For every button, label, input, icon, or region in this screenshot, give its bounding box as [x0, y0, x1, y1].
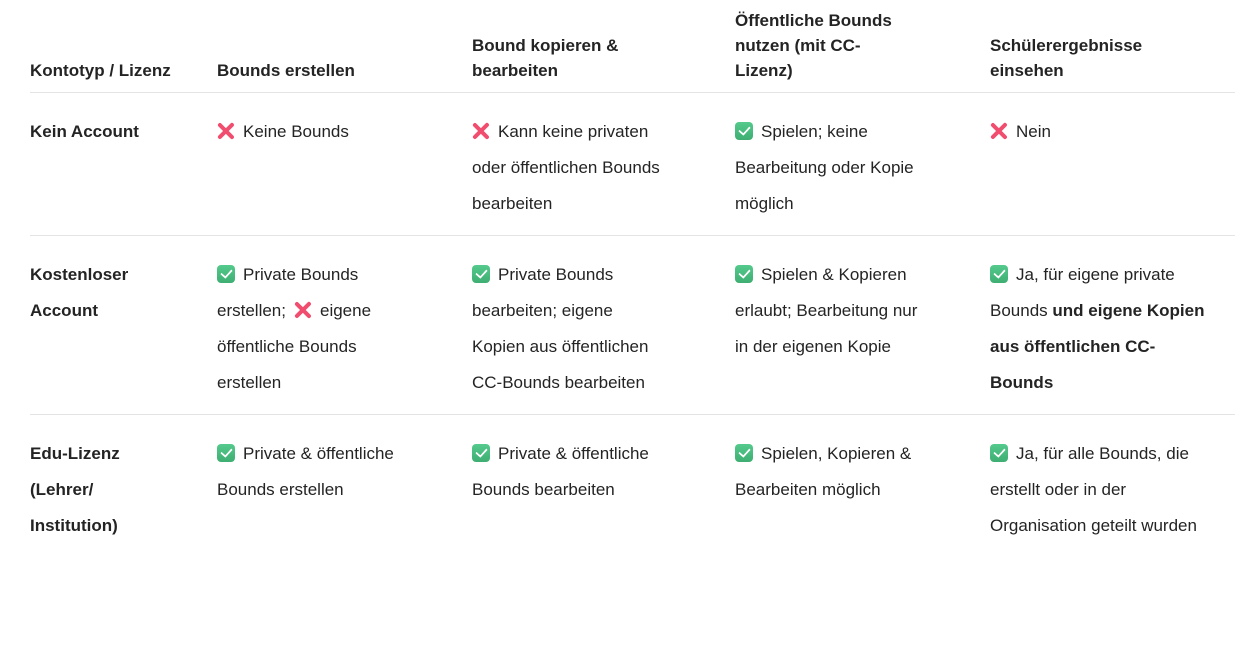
table-cell: Kann keine privaten oder öffentlichen Bo… [472, 92, 735, 236]
row-label: Kostenloser Account [30, 235, 217, 415]
cell-text: Private Bounds bearbeiten; eigene Kopien… [472, 265, 649, 392]
check-icon [217, 265, 235, 283]
table-cell: Ja, für alle Bounds, die erstellt oder i… [990, 415, 1235, 545]
check-icon [217, 444, 235, 462]
cell-text: Keine Bounds [243, 122, 349, 141]
cell-text: Private Bounds erstellen; [217, 265, 359, 320]
column-header-schuelerergebnisse: Schülerergebnisse einsehen [990, 0, 1235, 93]
column-header-bounds-erstellen: Bounds erstellen [217, 0, 472, 93]
check-icon [472, 265, 490, 283]
table-cell: Ja, für eigene private Bounds und eigene… [990, 235, 1235, 415]
cross-icon [472, 122, 490, 140]
check-icon [735, 444, 753, 462]
cell-text: Kann keine privaten oder öffentlichen Bo… [472, 122, 660, 213]
table-cell: Nein [990, 92, 1235, 236]
page-content: Kontotyp / Lizenz Bounds erstellen Bound… [0, 0, 1260, 544]
row-label: Kein Account [30, 92, 217, 236]
table-row-edu-lizenz: Edu-Lizenz (Lehrer/ Institution) Private… [30, 415, 1235, 545]
cell-text: und eigene Kopien aus öffentlichen CC-Bo… [990, 301, 1205, 392]
cross-icon [217, 122, 235, 140]
cell-text: Private & öffentliche Bounds erstellen [217, 444, 394, 499]
check-icon [990, 265, 1008, 283]
check-icon [735, 122, 753, 140]
cell-text: Private & öffentliche Bounds bearbeiten [472, 444, 649, 499]
cell-text: Spielen; keine Bearbeitung oder Kopie mö… [735, 122, 914, 213]
cross-icon [990, 122, 1008, 140]
column-header-bound-kopieren: Bound kopieren & bearbeiten [472, 0, 735, 93]
table-row-kostenloser-account: Kostenloser Account Private Bounds erste… [30, 235, 1235, 415]
table-cell: Private & öffentliche Bounds bearbeiten [472, 415, 735, 545]
table-cell: Private Bounds bearbeiten; eigene Kopien… [472, 235, 735, 415]
table-cell: Keine Bounds [217, 92, 472, 236]
table-body: Kein Account Keine Bounds Kann keine pri… [30, 92, 1235, 545]
check-icon [735, 265, 753, 283]
row-label: Edu-Lizenz (Lehrer/ Institution) [30, 444, 120, 535]
table-cell: Private & öffentliche Bounds erstellen [217, 415, 472, 545]
cell-text: Ja, für eigene private Bounds [990, 265, 1175, 320]
cell-text: Spielen & Kopieren erlaubt; Bearbeitung … [735, 265, 918, 356]
table-cell: Spielen & Kopieren erlaubt; Bearbeitung … [735, 235, 990, 415]
table-cell: Private Bounds erstellen; eigene öffentli… [217, 235, 472, 415]
cell-text: Ja, für alle Bounds, die erstellt oder i… [990, 444, 1197, 535]
permissions-table: Kontotyp / Lizenz Bounds erstellen Bound… [30, 0, 1235, 544]
table-header: Kontotyp / Lizenz Bounds erstellen Bound… [30, 0, 1235, 93]
column-header-oeffentliche-bounds: Öffentliche Bounds nutzen (mit CC-Lizenz… [735, 0, 990, 93]
cell-text: eigene öffentliche Bounds erstellen [217, 301, 372, 392]
header-row: Kontotyp / Lizenz Bounds erstellen Bound… [30, 0, 1235, 93]
column-header-kontotyp: Kontotyp / Lizenz [30, 0, 217, 93]
check-icon [472, 444, 490, 462]
check-icon [990, 444, 1008, 462]
cross-icon [294, 301, 312, 319]
table-cell: Spielen, Kopieren & Bearbeiten möglich [735, 415, 990, 545]
table-row-kein-account: Kein Account Keine Bounds Kann keine pri… [30, 92, 1235, 236]
table-cell: Spielen; keine Bearbeitung oder Kopie mö… [735, 92, 990, 236]
cell-text: Spielen, Kopieren & Bearbeiten möglich [735, 444, 912, 499]
cell-text: Nein [1016, 122, 1051, 141]
